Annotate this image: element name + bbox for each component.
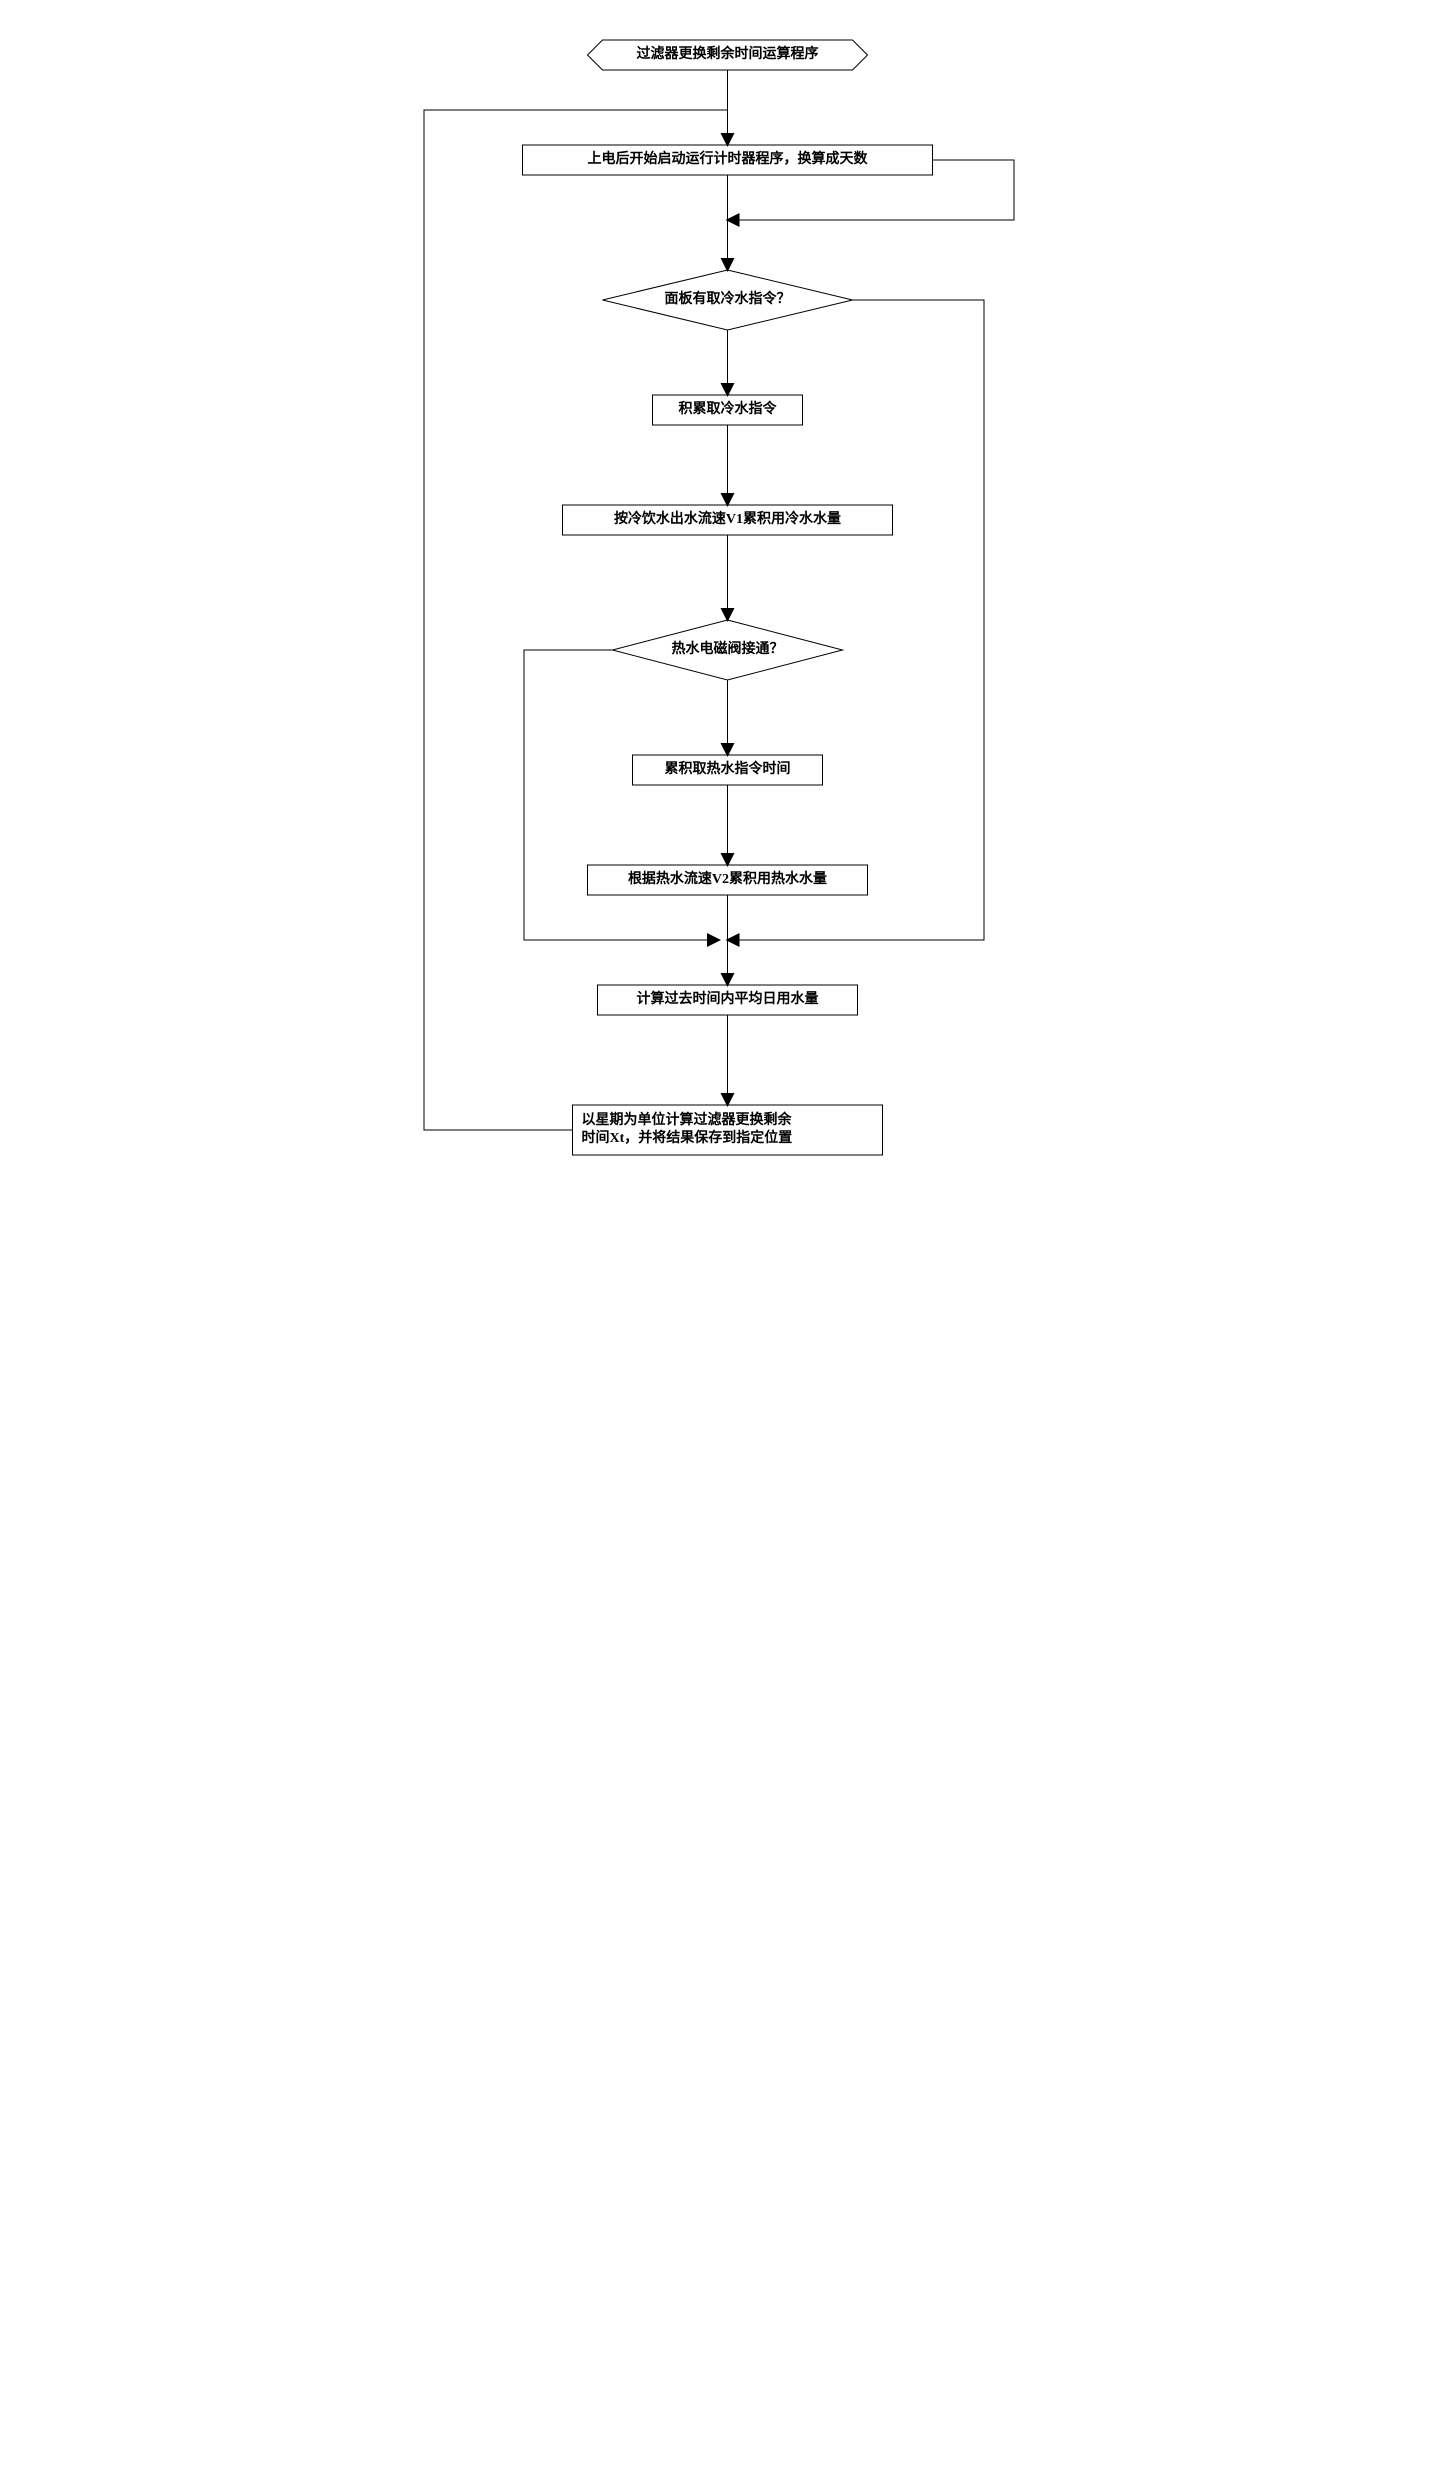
edge-11 — [424, 110, 728, 1130]
edge-12 — [727, 160, 1014, 220]
node-n0: 过滤器更换剩余时间运算程序 — [587, 40, 867, 70]
svg-text:计算过去时间内平均日用水量: 计算过去时间内平均日用水量 — [636, 990, 818, 1007]
node-n4: 按冷饮水出水流速V1累积用冷水水量 — [562, 505, 892, 535]
edge-9 — [727, 300, 984, 940]
node-n2: 面板有取冷水指令？ — [602, 270, 852, 330]
svg-text:时间Xt，并将结果保存到指定位置: 时间Xt，并将结果保存到指定位置 — [581, 1129, 792, 1146]
svg-text:以星期为单位计算过滤器更换剩余: 以星期为单位计算过滤器更换剩余 — [581, 1111, 792, 1128]
node-n6: 累积取热水指令时间 — [632, 755, 822, 785]
svg-text:过滤器更换剩余时间运算程序: 过滤器更换剩余时间运算程序 — [636, 45, 818, 62]
svg-text:根据热水流速V2累积用热水水量: 根据热水流速V2累积用热水水量 — [627, 870, 826, 887]
node-n8: 计算过去时间内平均日用水量 — [597, 985, 857, 1015]
node-n1: 上电后开始启动运行计时器程序，换算成天数 — [522, 145, 932, 175]
node-n5: 热水电磁阀接通？ — [612, 620, 842, 680]
svg-text:上电后开始启动运行计时器程序，换算成天数: 上电后开始启动运行计时器程序，换算成天数 — [587, 150, 868, 167]
node-n3: 积累取冷水指令 — [652, 395, 802, 425]
svg-text:积累取冷水指令: 积累取冷水指令 — [678, 400, 777, 417]
svg-text:累积取热水指令时间: 累积取热水指令时间 — [664, 760, 790, 777]
svg-text:面板有取冷水指令？: 面板有取冷水指令？ — [664, 290, 790, 307]
svg-text:按冷饮水出水流速V1累积用冷水水量: 按冷饮水出水流速V1累积用冷水水量 — [613, 510, 840, 527]
node-n9: 以星期为单位计算过滤器更换剩余时间Xt，并将结果保存到指定位置 — [572, 1105, 882, 1155]
flowchart-svg: 过滤器更换剩余时间运算程序上电后开始启动运行计时器程序，换算成天数面板有取冷水指… — [364, 20, 1091, 1261]
edge-10 — [524, 650, 719, 940]
node-n7: 根据热水流速V2累积用热水水量 — [587, 865, 867, 895]
svg-text:热水电磁阀接通？: 热水电磁阀接通？ — [671, 640, 783, 657]
